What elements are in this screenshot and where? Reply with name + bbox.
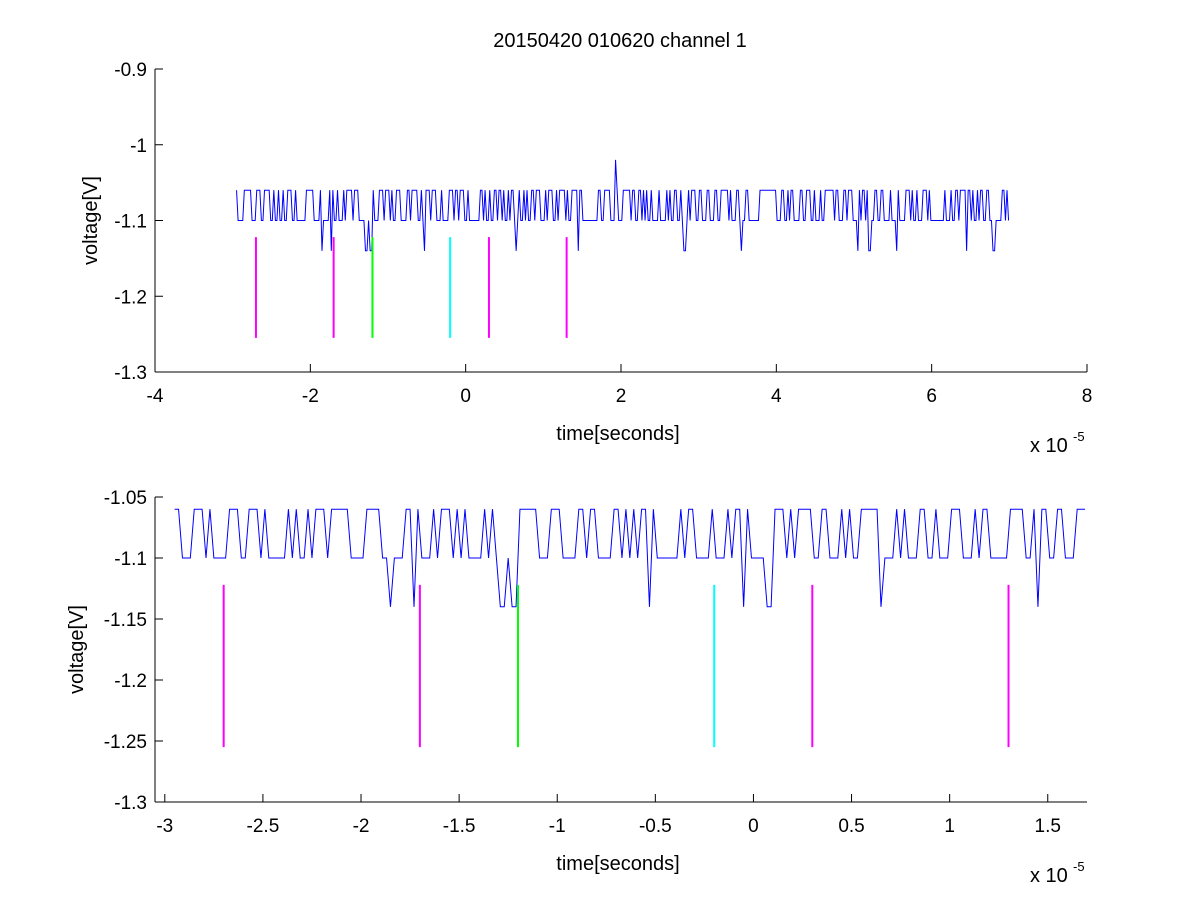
- x-tick-label: -2: [302, 386, 319, 407]
- x-tick-label: -3: [156, 816, 173, 837]
- x-exponent-label: x 10: [1030, 435, 1068, 457]
- x-exponent-label: x 10: [1030, 865, 1068, 887]
- y-axis-label: voltage[V]: [66, 605, 88, 694]
- x-tick-label: 8: [1082, 386, 1093, 407]
- y-tick-label: -1.1: [114, 212, 147, 233]
- x-exponent-power: -5: [1073, 429, 1085, 444]
- x-tick-label: -0.5: [639, 816, 672, 837]
- y-tick-label: -1.15: [104, 610, 147, 631]
- y-tick-label: -1.3: [114, 363, 147, 384]
- x-tick-label: -1.5: [443, 816, 476, 837]
- x-tick-label: 4: [771, 386, 782, 407]
- axes-top: -4 -2 0 2 4 6 8 -1.3 -1.2 -1.1 -1 -0.9 time[seconds]…: [80, 60, 1092, 457]
- y-tick-label: -1.2: [114, 287, 147, 308]
- y-axis-label: voltage[V]: [80, 176, 102, 265]
- x-axis-label: time[seconds]: [556, 423, 679, 445]
- y-tick-label: -1.05: [104, 488, 147, 509]
- y-tick-label: -1.3: [114, 793, 147, 814]
- x-axis-label: time[seconds]: [556, 853, 679, 875]
- x-tick-label: 0.5: [838, 816, 864, 837]
- y-tick-label: -1: [130, 136, 147, 157]
- x-tick-label: -2: [353, 816, 370, 837]
- x-exponent-power: -5: [1073, 859, 1085, 874]
- x-tick-label: 1: [944, 816, 955, 837]
- signal-trace-line: [174, 508, 1086, 608]
- x-tick-label: -4: [147, 386, 164, 407]
- axes-bottom: -3 -2.5 -2 -1.5 -1 -0.5 0 0.5 1 1.5 -1.3 -1.25 -1.2 -…: [66, 488, 1087, 887]
- y-tick-label: -1.25: [104, 732, 147, 753]
- signal-trace-line: [236, 159, 1010, 252]
- y-tick-label: -0.9: [114, 60, 147, 81]
- x-tick-label: 2: [616, 386, 627, 407]
- y-tick-label: -1.1: [114, 549, 147, 570]
- x-tick-label: -2.5: [247, 816, 280, 837]
- figure-title: 20150420 010620 channel 1: [493, 30, 747, 52]
- x-tick-label: 0: [460, 386, 471, 407]
- y-tick-label: -1.2: [114, 671, 147, 692]
- x-tick-label: 6: [926, 386, 937, 407]
- x-tick-label: -1: [549, 816, 566, 837]
- x-tick-label: 1.5: [1035, 816, 1061, 837]
- x-tick-label: 0: [748, 816, 759, 837]
